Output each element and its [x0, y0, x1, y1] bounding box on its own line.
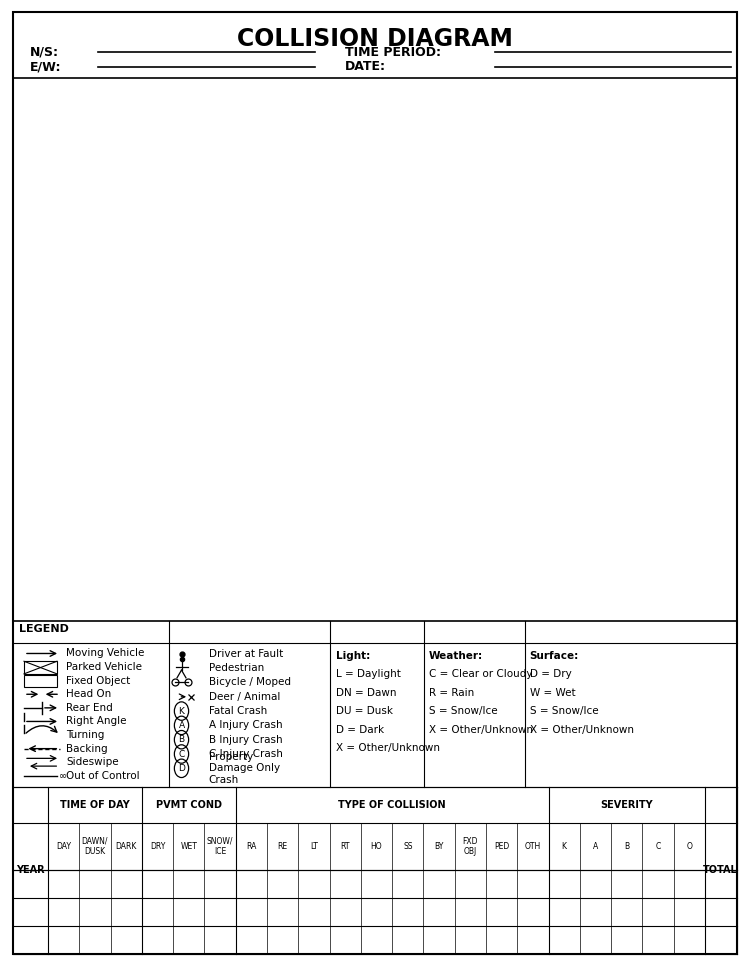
Text: TIME OF DAY: TIME OF DAY: [60, 800, 130, 810]
Text: SS: SS: [403, 842, 412, 852]
Text: COLLISION DIAGRAM: COLLISION DIAGRAM: [237, 27, 513, 51]
Text: SNOW/
ICE: SNOW/ ICE: [207, 837, 233, 856]
Text: B: B: [178, 735, 184, 744]
Text: TYPE OF COLLISION: TYPE OF COLLISION: [338, 800, 446, 810]
Text: K: K: [562, 842, 567, 852]
Text: Sideswipe: Sideswipe: [66, 757, 118, 767]
Text: Turning: Turning: [66, 730, 104, 740]
Text: RA: RA: [246, 842, 256, 852]
Text: PED: PED: [494, 842, 509, 852]
Text: FXD
OBJ: FXD OBJ: [463, 837, 478, 856]
Text: Moving Vehicle: Moving Vehicle: [66, 649, 144, 658]
Text: A: A: [178, 720, 184, 730]
Text: C = Clear or Cloudy: C = Clear or Cloudy: [429, 669, 532, 679]
Text: X = Other/Unknown: X = Other/Unknown: [530, 724, 634, 735]
Text: WET: WET: [180, 842, 197, 852]
Text: LT: LT: [310, 842, 318, 852]
Bar: [24, 675, 57, 687]
Text: Rear End: Rear End: [66, 703, 112, 713]
Text: Backing: Backing: [66, 744, 108, 753]
Text: A: A: [592, 842, 598, 852]
Text: DATE:: DATE:: [345, 60, 386, 73]
Text: TOTAL: TOTAL: [704, 865, 738, 875]
Text: K: K: [178, 707, 184, 716]
Text: N/S:: N/S:: [30, 46, 59, 58]
Text: O: O: [686, 842, 692, 852]
Text: X = Other/Unknown: X = Other/Unknown: [336, 743, 440, 753]
Text: TIME PERIOD:: TIME PERIOD:: [345, 46, 441, 58]
Text: B Injury Crash: B Injury Crash: [209, 735, 282, 745]
Text: DRY: DRY: [150, 842, 165, 852]
Text: S = Snow/Ice: S = Snow/Ice: [530, 706, 598, 716]
Text: SEVERITY: SEVERITY: [601, 800, 653, 810]
Text: X = Other/Unknown: X = Other/Unknown: [429, 724, 533, 735]
Text: Parked Vehicle: Parked Vehicle: [66, 662, 142, 672]
Text: BY: BY: [434, 842, 444, 852]
Text: DAWN/
DUSK: DAWN/ DUSK: [82, 837, 108, 856]
Text: C Injury Crash: C Injury Crash: [209, 749, 282, 759]
Text: A Injury Crash: A Injury Crash: [209, 720, 282, 730]
Text: Fixed Object: Fixed Object: [66, 676, 130, 686]
Text: LEGEND: LEGEND: [19, 624, 69, 634]
Text: Weather:: Weather:: [429, 651, 483, 660]
Text: D: D: [178, 764, 185, 773]
Text: W = Wet: W = Wet: [530, 687, 575, 697]
Text: DU = Dusk: DU = Dusk: [336, 706, 393, 716]
Text: Bicycle / Moped: Bicycle / Moped: [209, 678, 290, 687]
Text: E/W:: E/W:: [30, 60, 62, 73]
Text: Deer / Animal: Deer / Animal: [209, 691, 280, 702]
Text: C: C: [178, 750, 184, 758]
Text: RE: RE: [278, 842, 288, 852]
Text: Out of Control: Out of Control: [66, 771, 140, 781]
Text: S = Snow/Ice: S = Snow/Ice: [429, 706, 497, 716]
Text: ∞: ∞: [58, 771, 67, 781]
Text: D = Dry: D = Dry: [530, 669, 572, 679]
Text: YEAR: YEAR: [16, 865, 45, 875]
Text: Head On: Head On: [66, 689, 111, 699]
Text: HO: HO: [370, 842, 382, 852]
Text: D = Dark: D = Dark: [336, 724, 384, 735]
Text: Fatal Crash: Fatal Crash: [209, 706, 267, 716]
Text: RT: RT: [340, 842, 350, 852]
Text: L = Daylight: L = Daylight: [336, 669, 400, 679]
Text: Light:: Light:: [336, 651, 370, 660]
Text: Property
Damage Only
Crash: Property Damage Only Crash: [209, 752, 280, 785]
Text: Pedestrian: Pedestrian: [209, 663, 264, 673]
Text: B: B: [624, 842, 629, 852]
Text: PVMT COND: PVMT COND: [156, 800, 222, 810]
Text: OTH: OTH: [525, 842, 541, 852]
Text: R = Rain: R = Rain: [429, 687, 474, 697]
Text: Right Angle: Right Angle: [66, 717, 127, 726]
Text: C: C: [656, 842, 661, 852]
Text: Surface:: Surface:: [530, 651, 579, 660]
Text: Driver at Fault: Driver at Fault: [209, 649, 283, 659]
Text: DAY: DAY: [56, 842, 71, 852]
Text: DARK: DARK: [116, 842, 137, 852]
Bar: [24, 661, 57, 674]
Text: DN = Dawn: DN = Dawn: [336, 687, 397, 697]
